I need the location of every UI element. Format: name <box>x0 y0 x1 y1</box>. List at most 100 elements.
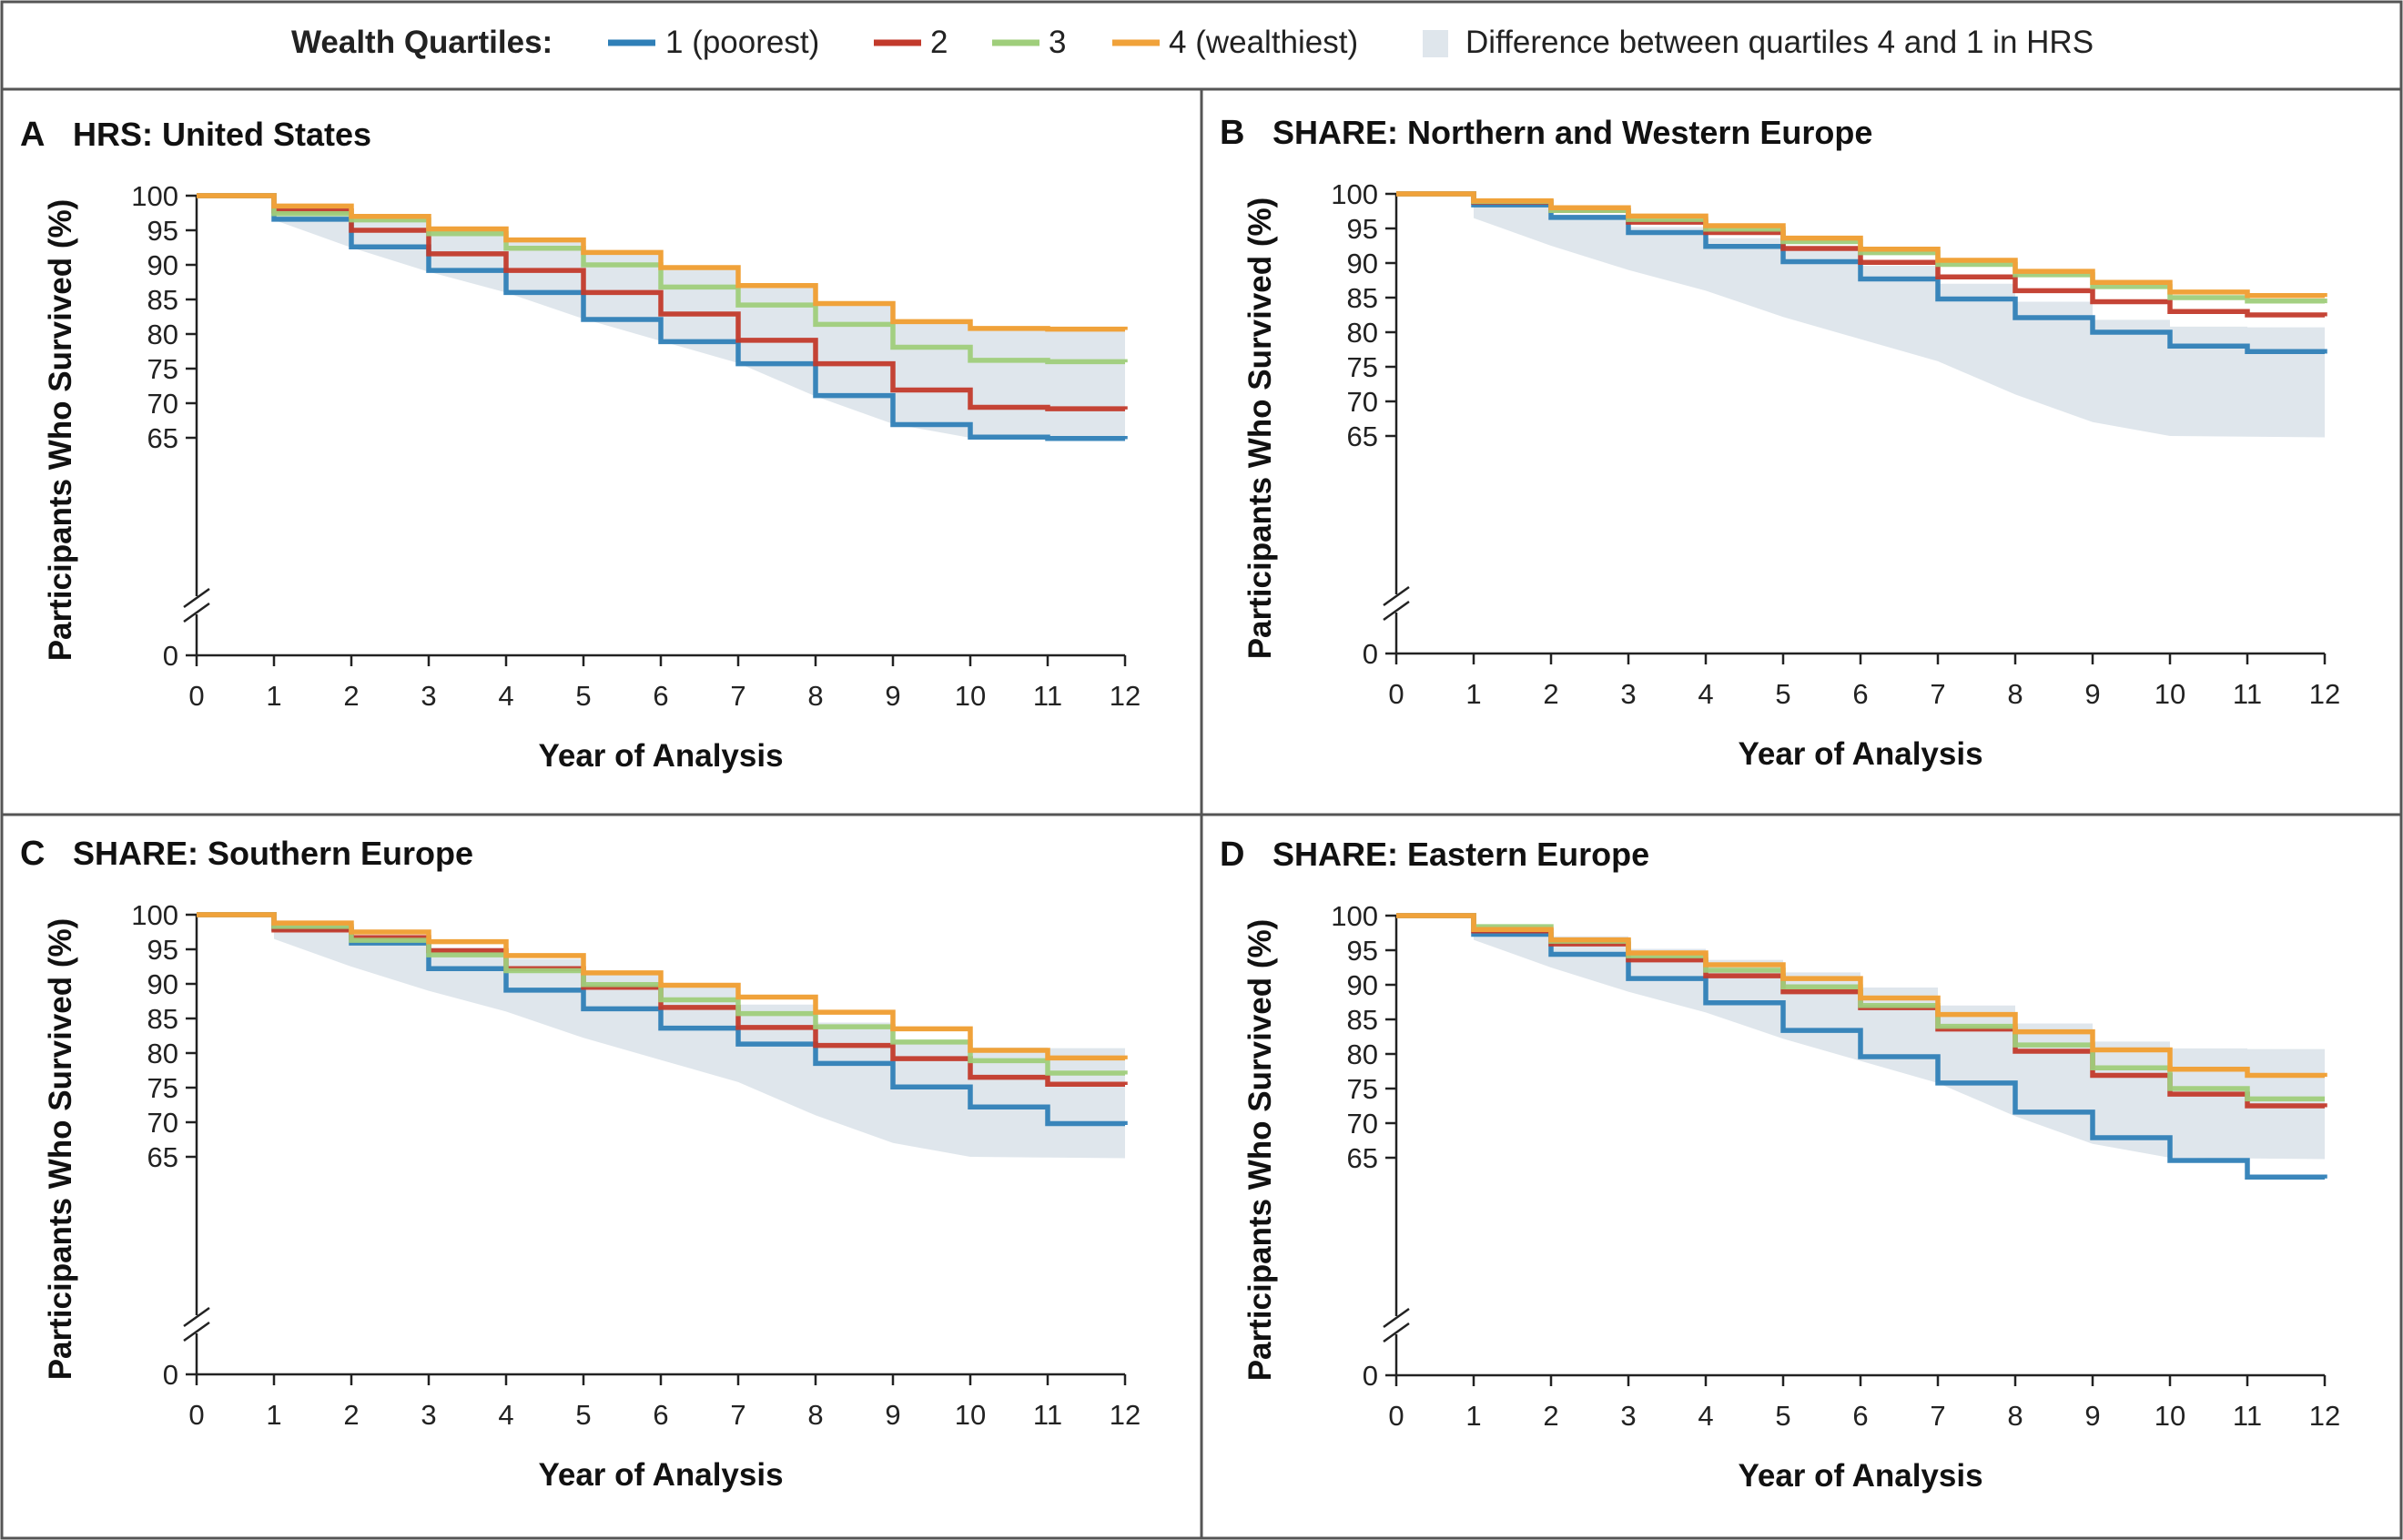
y-tick-label: 75 <box>147 353 178 385</box>
y-tick-label: 65 <box>147 1141 178 1173</box>
x-tick-label: 0 <box>1388 678 1404 710</box>
y-tick-label: 0 <box>1363 1360 1378 1392</box>
axis-break-mark <box>183 1306 210 1328</box>
x-tick-label: 9 <box>885 680 900 712</box>
x-tick-label: 11 <box>1033 680 1062 712</box>
panel-title: SHARE: Northern and Western Europe <box>1272 114 1872 151</box>
axis-break-mark <box>1383 585 1410 607</box>
legend: Wealth Quartiles: 1 (poorest) 2 3 4 (wea… <box>2 25 2401 91</box>
x-tick-label: 5 <box>575 1399 591 1431</box>
band-area <box>1474 926 2325 1160</box>
axis-break-mark <box>1383 600 1410 622</box>
legend-band-swatch <box>1423 30 1448 57</box>
x-tick-label: 11 <box>1033 1399 1062 1431</box>
x-tick-label: 6 <box>1852 678 1868 710</box>
y-axis-label: Participants Who Survived (%) <box>1242 919 1278 1382</box>
band-area <box>274 925 1125 1159</box>
x-tick-label: 4 <box>1698 1400 1713 1432</box>
x-tick-label: 4 <box>498 680 513 712</box>
x-tick-label: 6 <box>653 1399 668 1431</box>
x-tick-label: 0 <box>188 680 204 712</box>
y-tick-label: 80 <box>1347 317 1378 349</box>
x-tick-label: 7 <box>1930 678 1945 710</box>
legend-label-q3: 3 <box>1049 25 1066 60</box>
y-tick-label: 0 <box>163 1359 178 1391</box>
y-tick-label: 100 <box>1331 178 1378 210</box>
y-tick-label: 100 <box>1331 900 1378 932</box>
y-tick-label: 95 <box>147 215 178 247</box>
y-tick-label: 65 <box>1347 420 1378 452</box>
band-area <box>1474 204 2325 438</box>
y-tick-label: 65 <box>147 422 178 454</box>
y-tick-label: 75 <box>1347 1073 1378 1105</box>
y-tick-label: 80 <box>1347 1038 1378 1070</box>
x-tick-label: 8 <box>807 1399 823 1431</box>
x-tick-label: 10 <box>2155 1400 2185 1432</box>
x-tick-label: 10 <box>955 680 986 712</box>
series-line-q1 <box>1396 191 2327 355</box>
x-tick-label: 0 <box>1388 1400 1404 1432</box>
y-tick-label: 90 <box>1347 248 1378 279</box>
x-tick-label: 7 <box>1930 1400 1945 1432</box>
x-tick-label: 3 <box>1620 678 1636 710</box>
series-line-q3 <box>1396 191 2327 304</box>
x-tick-label: 1 <box>266 1399 281 1431</box>
series-line-q2 <box>197 193 1128 411</box>
panel-letter: A <box>20 116 45 154</box>
legend-title: Wealth Quartiles: <box>291 25 553 60</box>
series-line-q1 <box>197 193 1128 441</box>
x-tick-label: 1 <box>1465 1400 1481 1432</box>
y-tick-label: 70 <box>147 1107 178 1139</box>
series-line-q3 <box>197 193 1128 365</box>
x-axis-label: Year of Analysis <box>1738 1458 1982 1494</box>
y-tick-label: 100 <box>131 899 178 931</box>
panel-title: HRS: United States <box>73 116 371 153</box>
series-line-q4 <box>197 912 1128 1061</box>
x-tick-label: 7 <box>730 1399 745 1431</box>
x-tick-label: 6 <box>653 680 668 712</box>
y-tick-label: 85 <box>1347 1004 1378 1036</box>
x-tick-label: 3 <box>421 1399 436 1431</box>
x-tick-label: 2 <box>1543 678 1558 710</box>
x-tick-label: 6 <box>1852 1400 1868 1432</box>
series-line-q4 <box>1396 913 2327 1079</box>
y-tick-label: 70 <box>1347 1108 1378 1140</box>
y-tick-label: 80 <box>147 1038 178 1069</box>
x-tick-label: 9 <box>2084 678 2100 710</box>
y-axis-label: Participants Who Survived (%) <box>43 199 78 662</box>
x-tick-label: 4 <box>1698 678 1713 710</box>
x-tick-label: 1 <box>266 680 281 712</box>
x-tick-label: 7 <box>730 680 745 712</box>
y-axis-label: Participants Who Survived (%) <box>43 918 78 1381</box>
x-tick-label: 10 <box>955 1399 986 1431</box>
x-tick-label: 12 <box>2309 678 2340 710</box>
x-tick-label: 9 <box>2084 1400 2100 1432</box>
x-tick-label: 4 <box>498 1399 513 1431</box>
x-tick-label: 5 <box>575 680 591 712</box>
axis-break-mark <box>1383 1307 1410 1329</box>
y-tick-label: 95 <box>1347 213 1378 245</box>
x-tick-label: 8 <box>807 680 823 712</box>
x-tick-label: 12 <box>1110 1399 1141 1431</box>
x-tick-label: 12 <box>1110 680 1141 712</box>
y-tick-label: 75 <box>1347 351 1378 383</box>
x-tick-label: 2 <box>1543 1400 1558 1432</box>
y-tick-label: 70 <box>147 388 178 420</box>
x-tick-label: 1 <box>1465 678 1481 710</box>
y-tick-label: 70 <box>1347 386 1378 418</box>
y-tick-label: 80 <box>147 319 178 350</box>
y-tick-label: 0 <box>1363 638 1378 670</box>
y-tick-label: 95 <box>147 934 178 966</box>
y-tick-label: 85 <box>147 284 178 316</box>
y-tick-label: 75 <box>147 1072 178 1104</box>
y-tick-label: 100 <box>131 180 178 212</box>
x-tick-label: 8 <box>2007 1400 2023 1432</box>
series-line-q4 <box>1396 191 2327 299</box>
y-tick-label: 85 <box>147 1003 178 1035</box>
x-tick-label: 3 <box>421 680 436 712</box>
x-tick-label: 5 <box>1775 1400 1790 1432</box>
